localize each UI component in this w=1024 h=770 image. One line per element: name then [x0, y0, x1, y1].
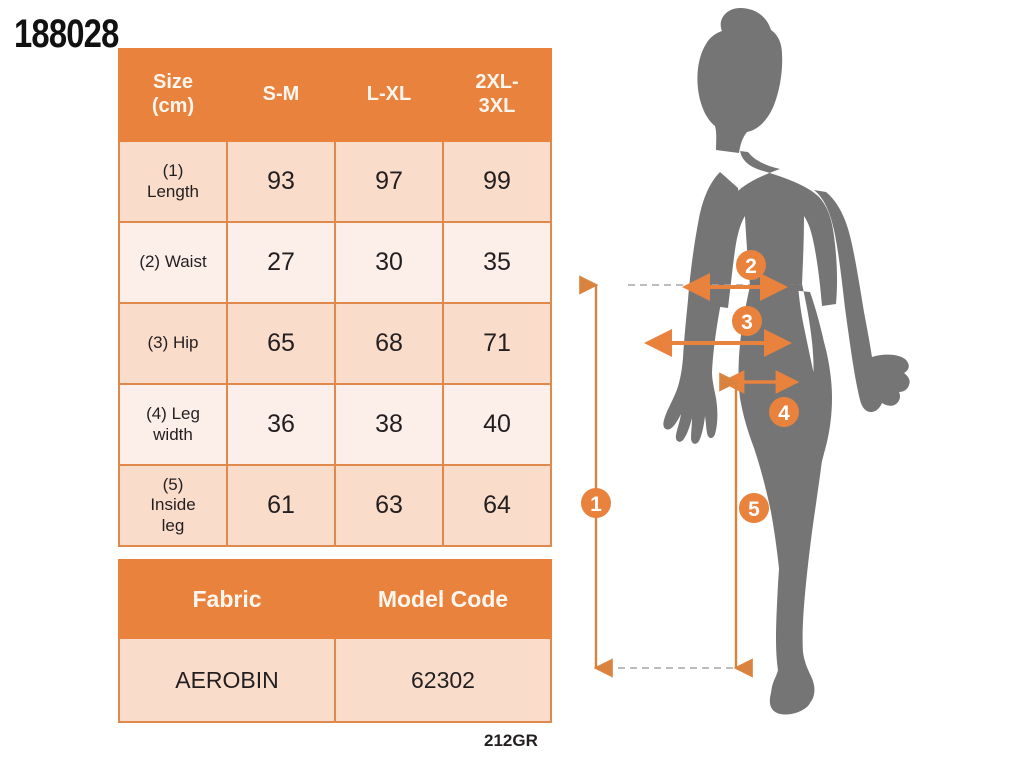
cell-hip-2xl-3xl: 71 — [442, 302, 552, 385]
table-row: (3) Hip 65 68 71 — [118, 302, 552, 385]
fabric-value-row: AEROBIN 62302 — [118, 637, 552, 723]
column-header-2xl-3xl: 2XL- 3XL — [442, 48, 552, 142]
female-silhouette-icon — [663, 8, 910, 715]
row-label-inside-leg: (5) Inside leg — [118, 464, 228, 547]
marker-badge-5: 5 — [739, 493, 769, 523]
table-row: (2) Waist 27 30 35 — [118, 221, 552, 304]
row-label-inside-leg-line2: Inside — [150, 495, 196, 515]
row-label-inside-leg-line3: leg — [161, 515, 185, 535]
marker-badge-3-label: 3 — [741, 311, 753, 334]
cell-inside-leg-2xl-3xl: 64 — [442, 464, 552, 547]
cell-length-s-m: 93 — [226, 140, 336, 223]
marker-badge-1-label: 1 — [590, 493, 602, 516]
cell-leg-width-s-m: 36 — [226, 383, 336, 466]
cell-length-2xl-3xl: 99 — [442, 140, 552, 223]
row-label-leg-width: (4) Leg width — [118, 383, 228, 466]
table-header-row: Size (cm) S-M L-XL 2XL- 3XL — [118, 48, 552, 142]
cell-length-l-xl: 97 — [334, 140, 444, 223]
column-header-model-code: Model Code — [334, 559, 552, 639]
column-header-s-m: S-M — [226, 48, 336, 142]
cell-hip-s-m: 65 — [226, 302, 336, 385]
marker-badge-4-label: 4 — [778, 402, 790, 425]
marker-badge-1: 1 — [581, 488, 611, 518]
table-row: (5) Inside leg 61 63 64 — [118, 464, 552, 547]
row-label-hip: (3) Hip — [118, 302, 228, 385]
measurement-figure: 1 2 3 4 5 — [570, 0, 1024, 770]
cell-waist-l-xl: 30 — [334, 221, 444, 304]
cell-inside-leg-l-xl: 63 — [334, 464, 444, 547]
column-header-size: Size (cm) — [118, 48, 228, 142]
row-label-length-line1: (1) — [162, 161, 184, 181]
cell-leg-width-2xl-3xl: 40 — [442, 383, 552, 466]
row-label-inside-leg-line1: (5) — [162, 474, 184, 494]
row-label-hip-line1: (3) Hip — [147, 333, 199, 353]
marker-badge-4: 4 — [769, 397, 799, 427]
fabric-weight-label: 212GR — [484, 731, 538, 750]
marker-badge-3: 3 — [732, 306, 762, 336]
cell-waist-s-m: 27 — [226, 221, 336, 304]
cell-waist-2xl-3xl: 35 — [442, 221, 552, 304]
row-label-leg-width-line2: width — [153, 424, 193, 444]
cell-leg-width-l-xl: 38 — [334, 383, 444, 466]
fabric-info-table: Fabric Model Code AEROBIN 62302 — [118, 559, 552, 723]
cell-fabric-value: AEROBIN — [118, 637, 336, 723]
row-label-waist-line1: (2) Waist — [139, 252, 207, 272]
marker-badge-2-label: 2 — [745, 255, 757, 278]
row-label-leg-width-line1: (4) Leg — [146, 404, 200, 424]
marker-badge-5-label: 5 — [748, 498, 760, 521]
column-header-fabric: Fabric — [118, 559, 336, 639]
table-row: (4) Leg width 36 38 40 — [118, 383, 552, 466]
column-header-2xl-3xl-line1: 2XL- — [475, 71, 519, 94]
cell-hip-l-xl: 68 — [334, 302, 444, 385]
cell-model-code-value: 62302 — [334, 637, 552, 723]
size-chart-table: Size (cm) S-M L-XL 2XL- 3XL (1) Length 9… — [118, 48, 552, 547]
row-label-length-line2: Length — [147, 181, 199, 201]
row-label-length: (1) Length — [118, 140, 228, 223]
column-header-size-line1: Size — [152, 71, 194, 94]
fabric-header-row: Fabric Model Code — [118, 559, 552, 639]
cell-inside-leg-s-m: 61 — [226, 464, 336, 547]
row-label-waist: (2) Waist — [118, 221, 228, 304]
column-header-l-xl-line1: L-XL — [366, 83, 412, 106]
column-header-s-m-line1: S-M — [262, 83, 300, 106]
column-header-size-line2: (cm) — [151, 95, 195, 117]
measurement-arrows — [579, 273, 800, 678]
column-header-2xl-3xl-line2: 3XL — [478, 95, 516, 117]
product-code: 188028 — [14, 12, 119, 56]
column-header-l-xl: L-XL — [334, 48, 444, 142]
table-row: (1) Length 93 97 99 — [118, 140, 552, 223]
marker-badge-2: 2 — [736, 250, 766, 280]
